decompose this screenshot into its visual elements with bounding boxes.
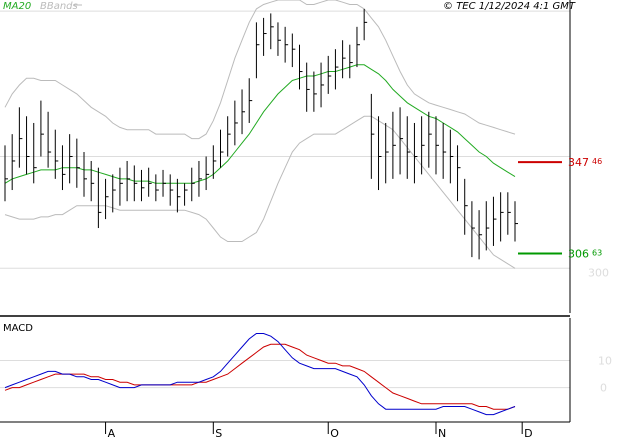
bollinger-lower-band xyxy=(4,115,516,269)
bbands-legend-label: BBands xyxy=(40,1,78,12)
level-value-label: 347 xyxy=(568,156,589,169)
ma20-line xyxy=(4,64,516,184)
price-levels: 347 46 306 63 xyxy=(518,156,602,260)
level-value-decimals: 63 xyxy=(592,248,602,257)
macd-y-tick-label: 10 xyxy=(598,355,612,368)
x-axis-label: S xyxy=(215,427,222,440)
macd-signal-line xyxy=(4,343,516,410)
copyright-label: © TEC 1/12/2024 4:1 GMT xyxy=(443,1,576,12)
level-value-decimals: 46 xyxy=(592,157,602,166)
x-axis-label: D xyxy=(524,427,532,440)
price-bars xyxy=(4,8,518,260)
x-axis-label: A xyxy=(108,427,116,440)
price-y-tick-label: 300 xyxy=(588,266,609,279)
level-value-label: 306 xyxy=(568,247,589,260)
y-tick-labels: 300 10 0 xyxy=(588,266,612,394)
x-axis-label: O xyxy=(330,427,339,440)
grid-lines xyxy=(0,10,570,389)
macd-line xyxy=(4,333,516,416)
bollinger-upper-band xyxy=(4,0,516,140)
macd-panel-title: MACD xyxy=(3,323,33,334)
ma20-legend-label: MA20 xyxy=(3,1,31,12)
macd-y-tick-label: 0 xyxy=(600,382,607,395)
x-axis-label: N xyxy=(438,427,446,440)
